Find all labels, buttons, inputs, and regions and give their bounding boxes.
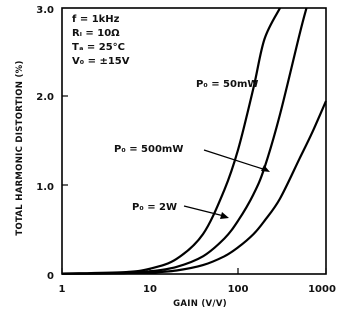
condition-supply: V₀ = ±15V — [72, 56, 130, 67]
condition-load: Rₗ = 10Ω — [72, 28, 120, 39]
y-tick-label-2: 2.0 — [36, 92, 54, 103]
x-tick-label-0: 1 — [59, 284, 66, 295]
plot-frame — [61, 7, 327, 275]
series-label-50mw: P₀ = 50mW — [196, 79, 258, 90]
arrow-2w — [183, 205, 229, 219]
series-label-500mw: P₀ = 500mW — [114, 144, 183, 155]
arrow-500mw — [203, 149, 270, 172]
y-tick-label-0: 0 — [47, 271, 54, 282]
condition-frequency: f = 1kHz — [72, 14, 120, 25]
y-tick-label-1: 1.0 — [36, 182, 54, 193]
curve-po-500mw — [61, 7, 308, 275]
x-tick-label-2: 100 — [228, 284, 249, 295]
condition-temperature: Tₐ = 25°C — [72, 42, 125, 53]
curve-po-2w — [61, 100, 328, 275]
y-tick-label-3: 3.0 — [36, 5, 54, 16]
series-label-2w: P₀ = 2W — [132, 202, 177, 213]
x-tick-label-1: 10 — [143, 284, 157, 295]
y-axis-title: TOTAL HARMONIC DISTORTION (%) — [15, 60, 25, 235]
curve-po-50mw — [61, 7, 281, 275]
x-axis-title: GAIN (V/V) — [173, 299, 227, 309]
x-tick-label-3: 1000 — [308, 284, 336, 295]
